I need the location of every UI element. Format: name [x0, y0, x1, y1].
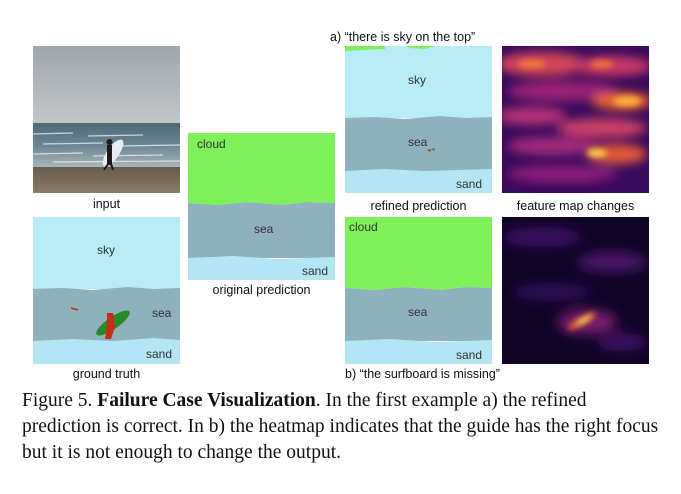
cloud-fragment [345, 46, 385, 51]
sea-region [345, 287, 492, 341]
gt-sand-label: sand [146, 347, 173, 361]
beach-photo-image [33, 46, 180, 193]
surfboard-region [431, 148, 435, 151]
figure-text: . In the first example a) the refined pr… [22, 390, 659, 463]
orig-sea-label: sea [254, 222, 274, 236]
sky-region [345, 46, 492, 118]
person-region [105, 313, 115, 339]
refined-prediction-map: sky sea sand [345, 46, 492, 193]
refined-prediction-segmentation [345, 46, 492, 193]
sand-region [345, 339, 492, 364]
feature-map-changes-caption: feature map changes [516, 199, 635, 213]
heatmap-a-image [502, 46, 649, 193]
figure-title: Failure Case Visualization [97, 390, 316, 411]
original-prediction-caption: original prediction [212, 283, 311, 297]
cloud-fragment [405, 46, 435, 49]
ground-truth-map: sky sea sand [33, 217, 180, 364]
figure-caption: Figure 5. Failure Case Visualization. In… [22, 388, 662, 466]
refined-prediction-b-segmentation [345, 217, 492, 364]
original-prediction-segmentation [188, 133, 335, 280]
input-caption: input [92, 197, 121, 211]
figure-label: Figure 5. [22, 390, 93, 411]
refb-sea-label: sea [408, 305, 428, 319]
refined-prediction-b-map: cloud sea sand [345, 217, 492, 364]
sea-region [345, 116, 492, 171]
sand-region [33, 338, 180, 364]
sand-region [345, 169, 492, 193]
orig-sand-label: sand [302, 264, 329, 278]
gt-sky-label: sky [97, 243, 115, 257]
refb-sand-label: sand [456, 348, 483, 362]
sand-region [188, 256, 335, 280]
ref-sea-label: sea [408, 135, 428, 149]
orig-cloud-label: cloud [197, 137, 226, 151]
original-prediction-map: cloud sea sand [188, 133, 335, 280]
ground-truth-segmentation [33, 217, 180, 364]
example-b-header: b) “the surfboard is missing” [345, 367, 500, 381]
feature-map-b [502, 217, 649, 364]
ref-sky-label: sky [408, 73, 426, 87]
sea-region [33, 287, 180, 341]
refb-cloud-label: cloud [349, 220, 378, 234]
refined-prediction-caption: refined prediction [370, 199, 467, 213]
feature-map-a [502, 46, 649, 193]
ref-sand-label: sand [456, 177, 483, 191]
heatmap-b-image [502, 217, 649, 364]
sea-region [188, 202, 335, 258]
input-photo [33, 46, 180, 193]
sky-region [33, 217, 180, 289]
person-fragment [70, 307, 79, 311]
cloud-region [188, 133, 335, 205]
ground-truth-caption: ground truth [72, 367, 141, 381]
cloud-region [345, 217, 492, 290]
person-region [427, 149, 431, 152]
example-a-header: a) “there is sky on the top” [330, 30, 476, 44]
gt-sea-label: sea [152, 306, 172, 320]
